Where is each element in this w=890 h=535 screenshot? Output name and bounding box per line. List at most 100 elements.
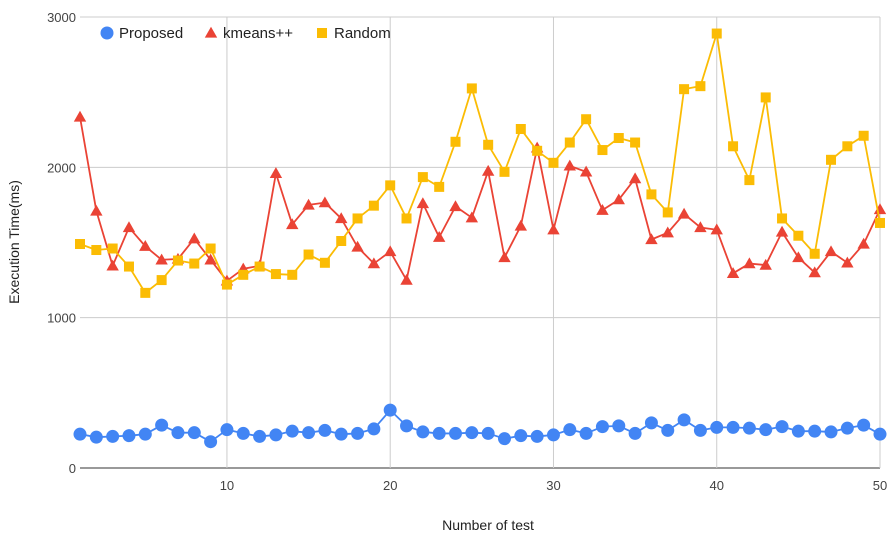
data-point	[873, 427, 887, 441]
data-point	[481, 426, 495, 440]
data-point	[401, 213, 412, 224]
data-point	[318, 423, 332, 437]
series-line	[79, 409, 881, 443]
data-point	[581, 114, 592, 125]
data-point	[857, 237, 870, 249]
data-point	[547, 223, 560, 235]
data-point	[155, 253, 168, 265]
data-point	[140, 287, 151, 298]
data-point	[417, 172, 428, 183]
data-point	[334, 427, 348, 441]
data-point	[595, 420, 609, 434]
data-point	[254, 261, 265, 272]
data-point	[759, 423, 773, 437]
data-point	[515, 123, 526, 134]
data-point	[693, 423, 707, 437]
data-point	[777, 213, 788, 224]
data-point	[612, 193, 625, 205]
data-point	[466, 83, 477, 94]
data-point	[532, 145, 543, 156]
series-proposed	[73, 403, 887, 449]
data-point	[122, 221, 136, 233]
data-point	[351, 426, 365, 440]
data-point	[857, 418, 871, 432]
data-point	[661, 226, 674, 238]
data-point	[368, 200, 379, 211]
data-point	[497, 432, 511, 446]
data-point	[400, 273, 413, 285]
data-point	[546, 428, 560, 442]
data-point	[677, 413, 691, 427]
data-point	[204, 253, 217, 265]
data-point	[498, 251, 511, 263]
data-point	[612, 419, 626, 433]
data-point	[759, 258, 772, 270]
data-point	[319, 257, 330, 268]
data-point	[253, 429, 267, 443]
y-tick-label: 3000	[47, 10, 76, 25]
data-point	[597, 145, 608, 156]
data-point	[662, 207, 673, 218]
data-point	[514, 429, 528, 443]
data-point	[156, 275, 167, 286]
x-tick-label: 40	[710, 478, 724, 493]
data-point	[579, 426, 593, 440]
data-point	[75, 239, 85, 250]
data-point	[367, 257, 381, 269]
data-point	[694, 221, 707, 233]
data-point	[792, 251, 805, 263]
data-point	[73, 110, 87, 122]
data-point	[679, 84, 690, 95]
data-point	[530, 429, 544, 443]
data-point	[138, 427, 152, 441]
series-group	[73, 28, 887, 449]
data-point	[187, 426, 201, 440]
data-point	[204, 435, 218, 449]
data-point	[563, 423, 577, 437]
data-point	[384, 245, 397, 257]
data-point	[645, 233, 658, 245]
data-point	[579, 165, 593, 177]
data-point	[73, 427, 87, 441]
data-point	[630, 137, 641, 148]
data-point	[826, 154, 837, 165]
y-tick-label: 1000	[47, 311, 76, 326]
data-point	[793, 230, 804, 241]
data-point	[824, 425, 838, 439]
data-point	[106, 429, 120, 443]
data-point	[661, 423, 675, 437]
data-point	[285, 424, 299, 438]
y-axis-label: Execution Time(ms)	[6, 180, 22, 304]
data-point	[808, 266, 821, 278]
data-point	[808, 424, 822, 438]
data-point	[303, 249, 314, 260]
data-point	[842, 141, 853, 152]
data-point	[302, 198, 315, 210]
series-line	[79, 116, 881, 282]
legend-label: kmeans++	[223, 25, 293, 42]
legend: Proposed kmeans++ Random	[100, 25, 391, 42]
data-point	[514, 219, 528, 231]
legend-label: Random	[334, 25, 391, 42]
data-point	[563, 159, 576, 171]
y-tick-label: 0	[69, 461, 76, 476]
data-point	[613, 133, 624, 144]
data-point	[400, 419, 414, 433]
data-point	[351, 240, 364, 252]
data-point	[628, 172, 642, 184]
data-point	[695, 81, 706, 92]
series-random	[75, 28, 885, 298]
data-point	[873, 203, 887, 215]
data-point	[775, 420, 789, 434]
data-point	[287, 269, 298, 280]
data-point	[220, 423, 234, 437]
data-point	[450, 136, 461, 147]
data-point	[434, 181, 445, 192]
data-point	[155, 418, 169, 432]
data-point	[91, 245, 102, 256]
series-line	[79, 32, 881, 294]
data-point	[286, 218, 299, 230]
data-point	[90, 204, 103, 216]
data-point	[107, 243, 118, 254]
x-tick-label: 20	[383, 478, 397, 493]
